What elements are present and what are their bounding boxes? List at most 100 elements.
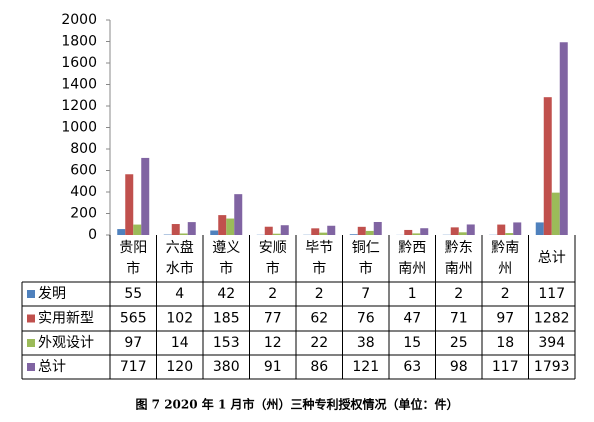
x-tick-label: 黔南州 [491, 240, 519, 277]
legend-swatch [27, 314, 35, 323]
bar [125, 174, 134, 235]
bar [551, 192, 560, 235]
table-cell: 2 [268, 286, 277, 302]
table-cell: 97 [496, 311, 514, 327]
y-tick-label: 1000 [61, 120, 97, 136]
bar [513, 222, 522, 235]
table-cell: 98 [450, 359, 468, 375]
table-cell: 1793 [534, 359, 570, 375]
table-cell: 15 [403, 335, 421, 351]
legend-swatch [27, 363, 35, 371]
bar [404, 229, 413, 235]
bar [141, 157, 150, 235]
y-tick-label: 1800 [61, 34, 97, 50]
y-tick-label: 1400 [61, 77, 97, 93]
bar [117, 229, 126, 235]
y-tick-label: 800 [70, 141, 97, 157]
bar [497, 224, 506, 235]
table-cell: 77 [264, 311, 282, 327]
x-tick-label: 铜仁市 [352, 240, 380, 277]
x-tick-label: 安顺市 [259, 240, 287, 277]
bar [412, 233, 421, 235]
bar [420, 228, 429, 235]
bar [559, 42, 568, 235]
table-cell: 1282 [534, 311, 570, 327]
y-tick-label: 2000 [61, 12, 97, 28]
bar [133, 224, 142, 235]
table-cell: 1 [408, 286, 417, 302]
table-cell: 47 [403, 311, 421, 327]
bar [365, 230, 374, 235]
table-cell: 7 [361, 286, 370, 302]
table-cell: 117 [538, 286, 565, 302]
x-tick-label: 六盘水市 [166, 239, 194, 277]
bar [264, 226, 273, 235]
caption: 图 7 2020 年 1 月市（州）三种专利授权情况（单位：件） [136, 397, 459, 412]
table-cell: 18 [496, 335, 514, 351]
bar [535, 222, 544, 235]
table-cell: 121 [352, 359, 379, 375]
table-cell: 62 [310, 311, 328, 327]
y-tick-label: 400 [70, 184, 97, 200]
bar [543, 97, 552, 235]
table-cell: 14 [171, 335, 189, 351]
bar [458, 232, 467, 235]
bar [505, 233, 514, 235]
legend-swatch [27, 339, 35, 347]
table-cell: 185 [213, 311, 240, 327]
table-cell: 38 [357, 335, 375, 351]
table-cell: 22 [310, 335, 328, 351]
y-tick-label: 600 [70, 163, 97, 179]
bar [357, 226, 366, 235]
table-cell: 4 [175, 286, 184, 302]
bar [319, 232, 328, 235]
bar [187, 222, 196, 235]
bar [226, 218, 235, 235]
table-cell: 55 [124, 286, 142, 302]
bar [373, 221, 382, 235]
bar [450, 227, 459, 235]
y-tick-label: 1200 [61, 98, 97, 114]
bar [466, 224, 475, 235]
table-cell: 86 [310, 359, 328, 375]
bar [218, 215, 227, 235]
x-tick-label: 遵义市 [212, 239, 240, 277]
legend-label: 总计 [38, 359, 66, 375]
bar [234, 194, 243, 235]
table-cell: 97 [124, 335, 142, 351]
table-cell: 565 [120, 311, 147, 327]
table-cell: 117 [492, 359, 519, 375]
bar [280, 225, 289, 235]
x-tick-label: 总计 [538, 250, 566, 266]
table-cell: 102 [166, 311, 193, 327]
table-cell: 91 [264, 359, 282, 375]
bar [272, 233, 281, 235]
x-tick-label: 黔西南州 [398, 240, 426, 277]
y-tick-label: 1600 [61, 55, 97, 71]
x-tick-label: 贵阳市 [119, 240, 147, 277]
bar [311, 228, 320, 235]
bar [179, 233, 188, 235]
legend-label: 实用新型 [38, 311, 94, 327]
table-cell: 42 [217, 286, 235, 302]
table-cell: 717 [120, 359, 147, 375]
table-cell: 2 [315, 286, 324, 302]
x-tick-label: 毕节市 [305, 240, 333, 277]
bar [171, 224, 180, 235]
legend-label: 外观设计 [38, 335, 94, 351]
table-cell: 63 [403, 359, 421, 375]
table-cell: 76 [357, 311, 375, 327]
bar [327, 225, 336, 235]
table-cell: 153 [213, 335, 240, 351]
y-tick-label: 200 [70, 206, 97, 222]
bar [349, 234, 358, 235]
table-cell: 71 [450, 311, 468, 327]
bar [210, 230, 219, 235]
table-cell: 2 [501, 286, 510, 302]
table-cell: 120 [166, 359, 193, 375]
table-cell: 12 [264, 335, 282, 351]
table-cell: 25 [450, 335, 468, 351]
table-cell: 380 [213, 359, 240, 375]
legend-label: 发明 [38, 286, 66, 302]
